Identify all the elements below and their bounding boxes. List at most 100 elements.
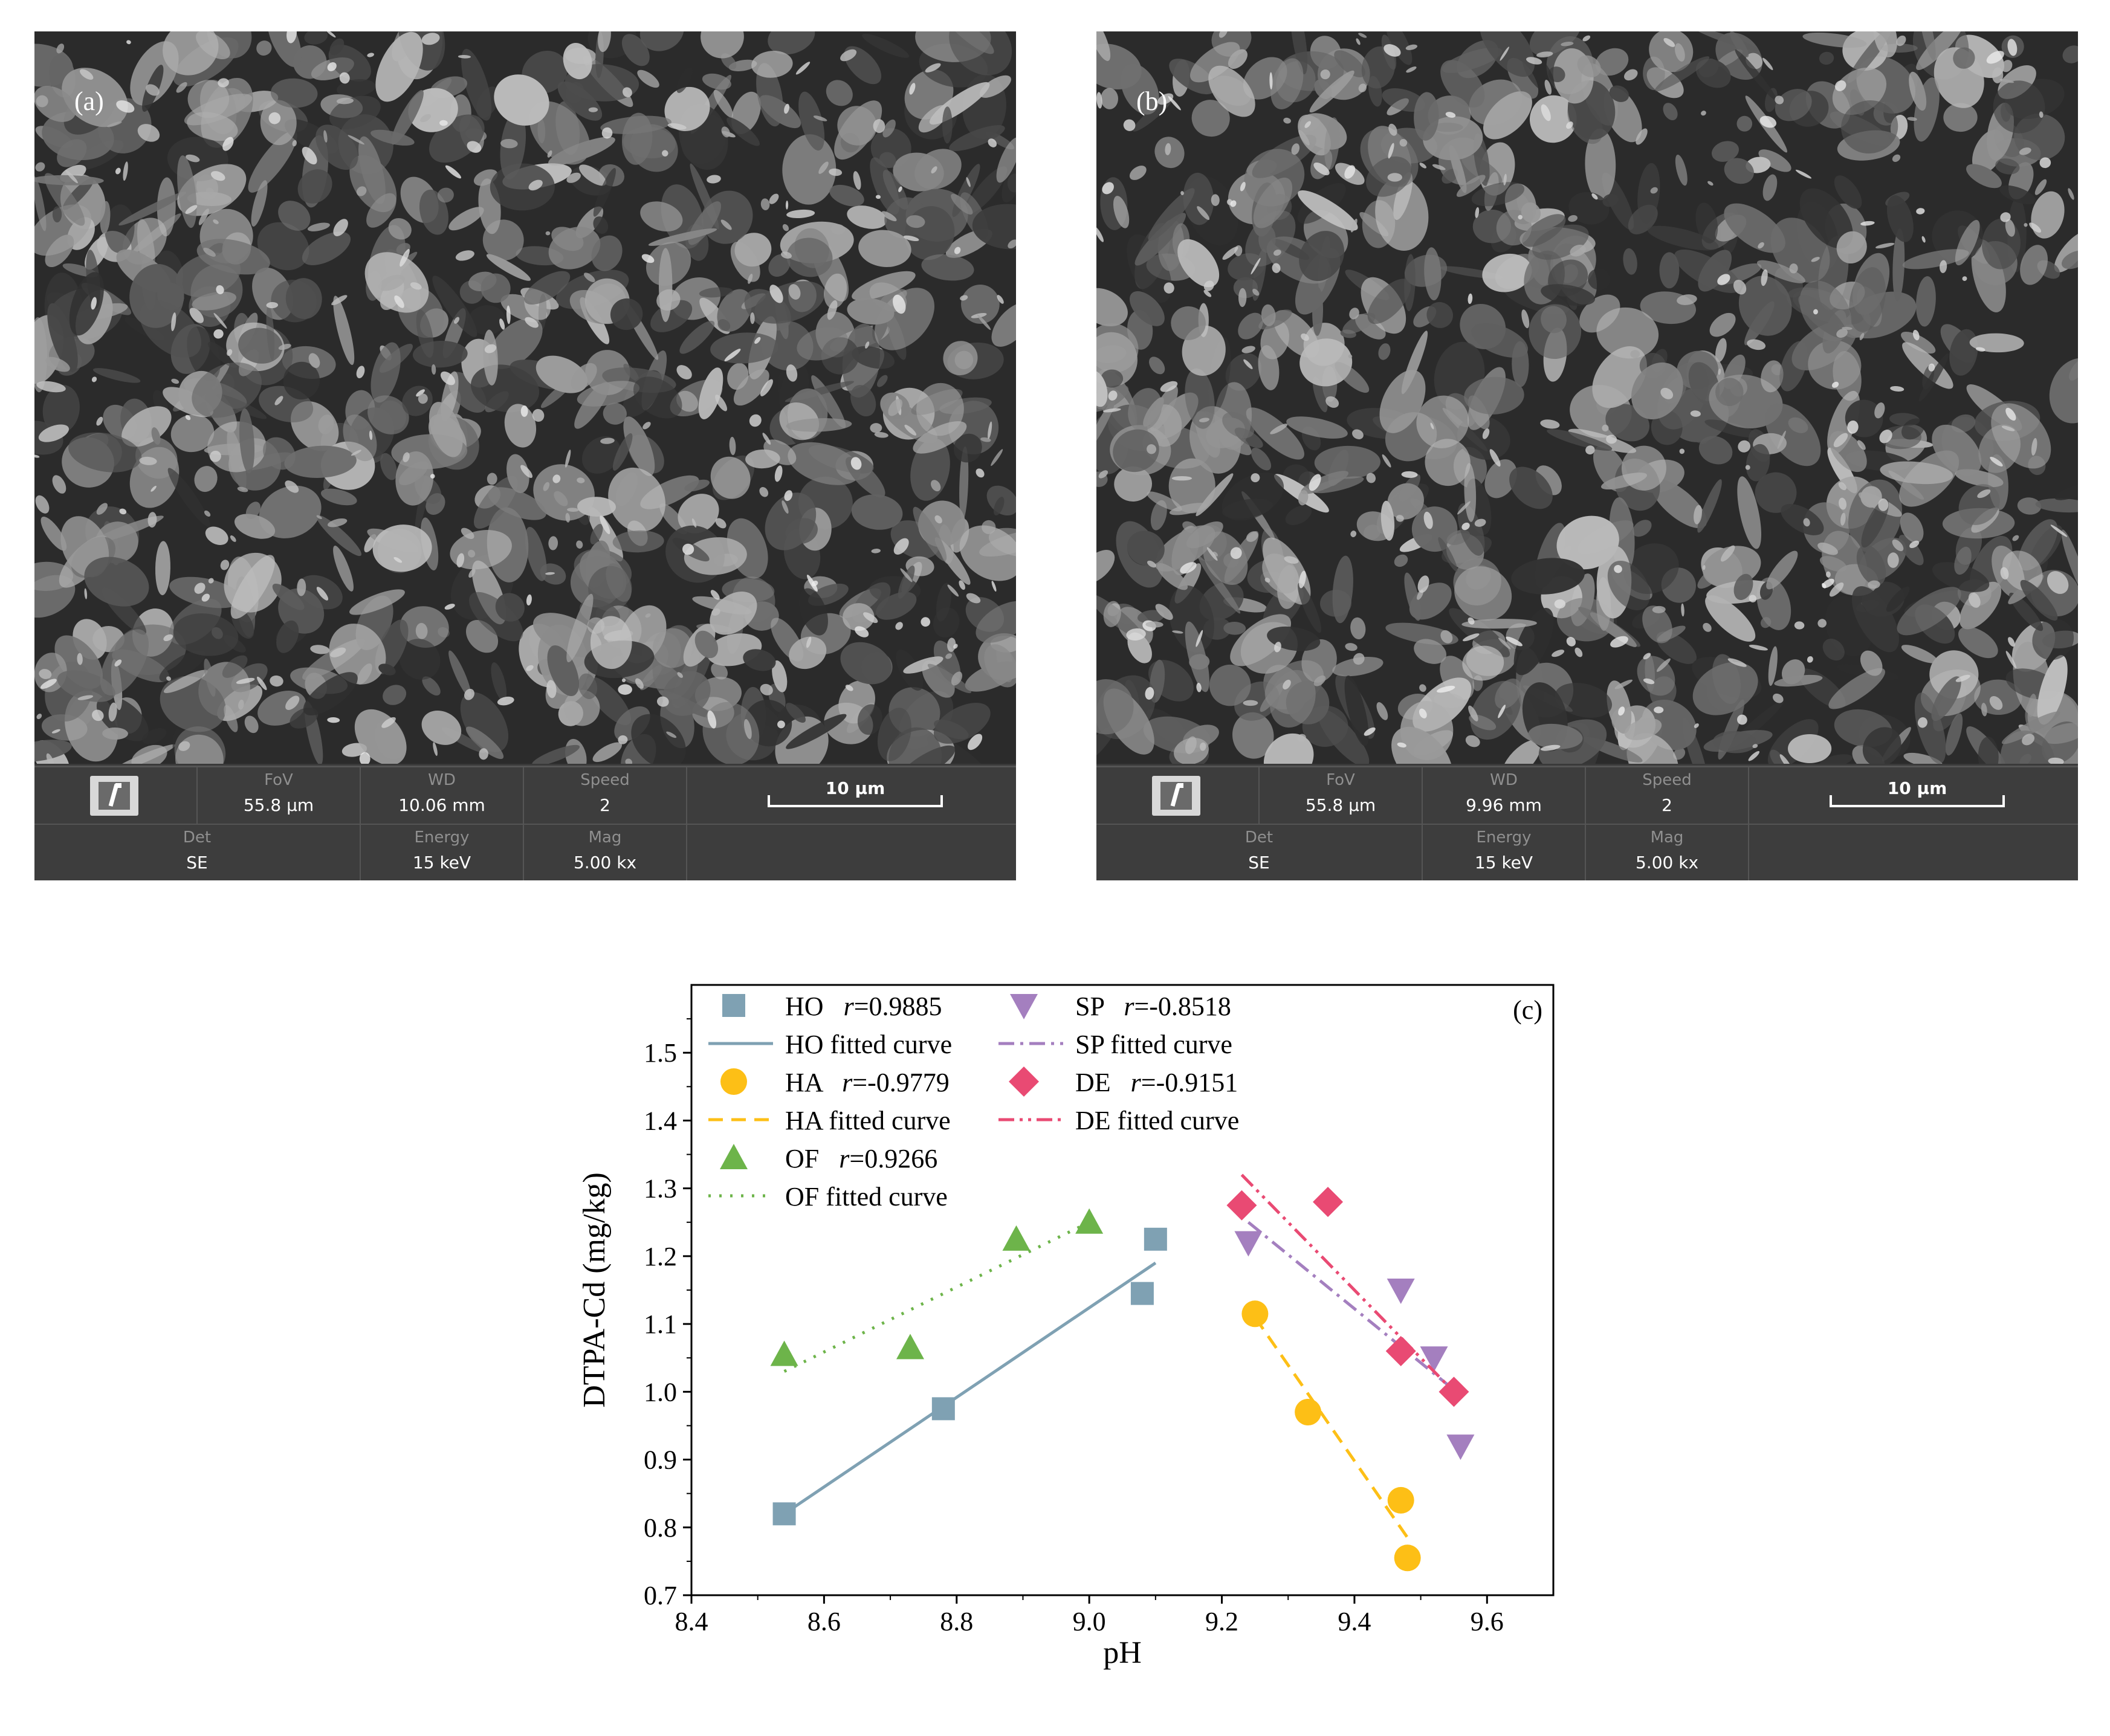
sem-flake (1269, 72, 1273, 90)
sem-grain (239, 408, 255, 474)
sem-grain (1416, 395, 1469, 448)
sem-grain (1715, 378, 1744, 407)
sem-grain (991, 302, 1016, 347)
sem-flake (1246, 531, 1258, 542)
sem-grain (949, 31, 1012, 76)
sem-grain (852, 271, 916, 301)
sem-flake (185, 415, 191, 421)
scale-bar-label: 10 µm (825, 778, 885, 798)
sem-flake (1350, 218, 1358, 233)
sem-grain (547, 645, 580, 697)
sem-grain (1324, 117, 1340, 170)
sem-grain (192, 362, 262, 418)
sem-flake (1147, 560, 1156, 568)
sem-flake (410, 282, 422, 290)
sem-grain (598, 31, 611, 53)
sem-grain (579, 164, 607, 186)
sem-flake (39, 669, 52, 679)
sem-flake (51, 729, 60, 734)
sem-flake (1165, 143, 1171, 155)
sem-grain (826, 80, 853, 106)
sem-grain (648, 228, 717, 246)
sem-flake (1701, 111, 1706, 116)
sem-grain (263, 437, 296, 470)
y-axis-label: DTPA-Cd (mg/kg) (577, 1172, 612, 1408)
sem-grain (1483, 91, 1532, 140)
sem-flake (1989, 695, 2003, 710)
sem-grain (1232, 712, 1274, 759)
sem-flake (1614, 565, 1622, 573)
sem-flake (1203, 280, 1214, 291)
mag-cell: Mag 5.00 kx (1586, 825, 1749, 880)
sem-flake (1482, 428, 1490, 439)
sem-flake (781, 251, 792, 259)
sem-grain (2062, 45, 2078, 63)
sem-flake (1718, 368, 1721, 375)
sem-flake (381, 717, 396, 728)
sem-grain (1183, 172, 1214, 225)
sem-grain (1522, 214, 1566, 247)
sem-flake (1145, 621, 1163, 628)
sem-flake (464, 688, 474, 700)
sem-grain (593, 167, 616, 217)
sem-flake (1196, 683, 1202, 692)
sem-flake (1419, 163, 1427, 169)
sem-panel-a: (a) FoV 55.8 µm WD 10.06 mm Speed 2 10 µ… (34, 31, 1016, 880)
sem-flake (1313, 675, 1326, 686)
sem-grain (1637, 163, 1660, 224)
sem-flake (1241, 346, 1255, 353)
sem-grain (34, 86, 76, 122)
sem-flake (1568, 215, 1578, 222)
sem-flake (931, 480, 941, 492)
sem-grain (1147, 491, 1182, 512)
sem-grain (488, 318, 543, 369)
sem-grain (1799, 188, 1853, 249)
sem-flake (1566, 636, 1576, 647)
sem-flake (1552, 650, 1565, 657)
sem-grain (1547, 429, 1613, 451)
sem-flake (285, 695, 300, 711)
sem-flake (1272, 263, 1281, 273)
sem-grain (1698, 436, 1733, 465)
sem-grain (159, 650, 205, 682)
sem-grain (357, 663, 372, 685)
sem-grain (637, 69, 659, 88)
sem-grain (256, 40, 272, 56)
scale-bar-label: 10 µm (1887, 778, 1947, 798)
sem-flake (213, 329, 224, 339)
sem-grain (623, 416, 655, 476)
sem-flake (1252, 288, 1260, 296)
sem-flake (1759, 115, 1777, 128)
sem-flake (2068, 188, 2074, 200)
sem-flake (1541, 104, 1551, 121)
sem-flake (953, 644, 958, 649)
sem-grain (1914, 77, 1940, 142)
sem-flake (1206, 547, 1218, 561)
sem-grain (699, 287, 733, 298)
sem-grain (1332, 656, 1383, 677)
sem-grain (358, 136, 386, 204)
sem-grain (151, 427, 161, 445)
sem-flake (146, 84, 160, 96)
x-tick-label: 8.6 (807, 1607, 841, 1636)
sem-grain (2061, 250, 2078, 269)
sem-grain (1285, 505, 1312, 526)
sem-grain (234, 514, 276, 539)
sem-grain (222, 655, 248, 678)
sem-flake (230, 535, 236, 542)
legend-r-symbol: r (1124, 992, 1134, 1021)
sem-grain (847, 298, 895, 325)
data-point-of (1075, 1208, 1104, 1234)
sem-flake (893, 294, 906, 314)
sem-grain (1186, 521, 1223, 549)
det-value: SE (186, 853, 208, 873)
sem-flake (711, 608, 720, 616)
sem-flake (576, 540, 583, 549)
sem-flake (1461, 522, 1470, 531)
sem-grain (906, 215, 925, 228)
sem-flake (1399, 138, 1408, 147)
sem-grain (979, 75, 1011, 98)
sem-flake (36, 95, 48, 108)
sem-flake (479, 748, 488, 760)
sem-grain (1197, 555, 1241, 614)
